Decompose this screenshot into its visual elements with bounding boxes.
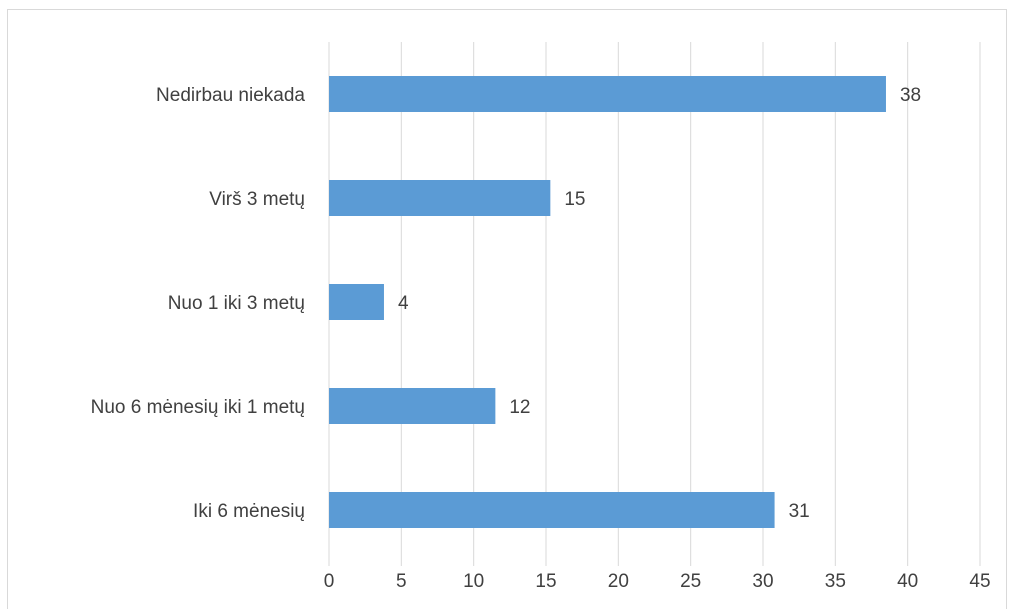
x-tick-label-30: 30 <box>752 571 773 592</box>
category-labels: Nedirbau niekada Virš 3 metų Nuo 1 iki 3 m… <box>91 85 306 522</box>
data-label-4: 31 <box>789 501 810 522</box>
category-label-4: Iki 6 mėnesių <box>193 501 305 522</box>
data-label-3: 12 <box>509 397 530 418</box>
bars <box>329 76 886 528</box>
category-label-3: Nuo 6 mėnesių iki 1 metų <box>91 397 305 418</box>
x-tick-label-10: 10 <box>463 571 484 592</box>
category-label-1: Virš 3 metų <box>209 189 305 210</box>
x-tick-label-0: 0 <box>324 571 335 592</box>
category-label-0: Nedirbau niekada <box>156 85 305 106</box>
category-label-2: Nuo 1 iki 3 metų <box>168 293 305 314</box>
x-axis-ticks: 0 5 10 15 20 25 30 35 40 45 <box>324 571 991 592</box>
x-tick-label-5: 5 <box>396 571 407 592</box>
bar-4 <box>329 492 775 528</box>
data-label-1: 15 <box>564 189 585 210</box>
data-label-0: 38 <box>900 85 921 106</box>
gridlines <box>328 42 981 566</box>
bar-1 <box>329 180 551 216</box>
data-labels: 38 15 4 12 31 <box>398 85 921 522</box>
x-tick-label-40: 40 <box>897 571 918 592</box>
x-tick-label-25: 25 <box>680 571 701 592</box>
bar-3 <box>329 388 496 424</box>
bar-2 <box>329 284 384 320</box>
x-tick-label-35: 35 <box>825 571 846 592</box>
x-tick-label-45: 45 <box>969 571 990 592</box>
x-tick-label-15: 15 <box>535 571 556 592</box>
x-tick-label-20: 20 <box>608 571 629 592</box>
data-label-2: 4 <box>398 293 409 314</box>
bar-0 <box>329 76 886 112</box>
